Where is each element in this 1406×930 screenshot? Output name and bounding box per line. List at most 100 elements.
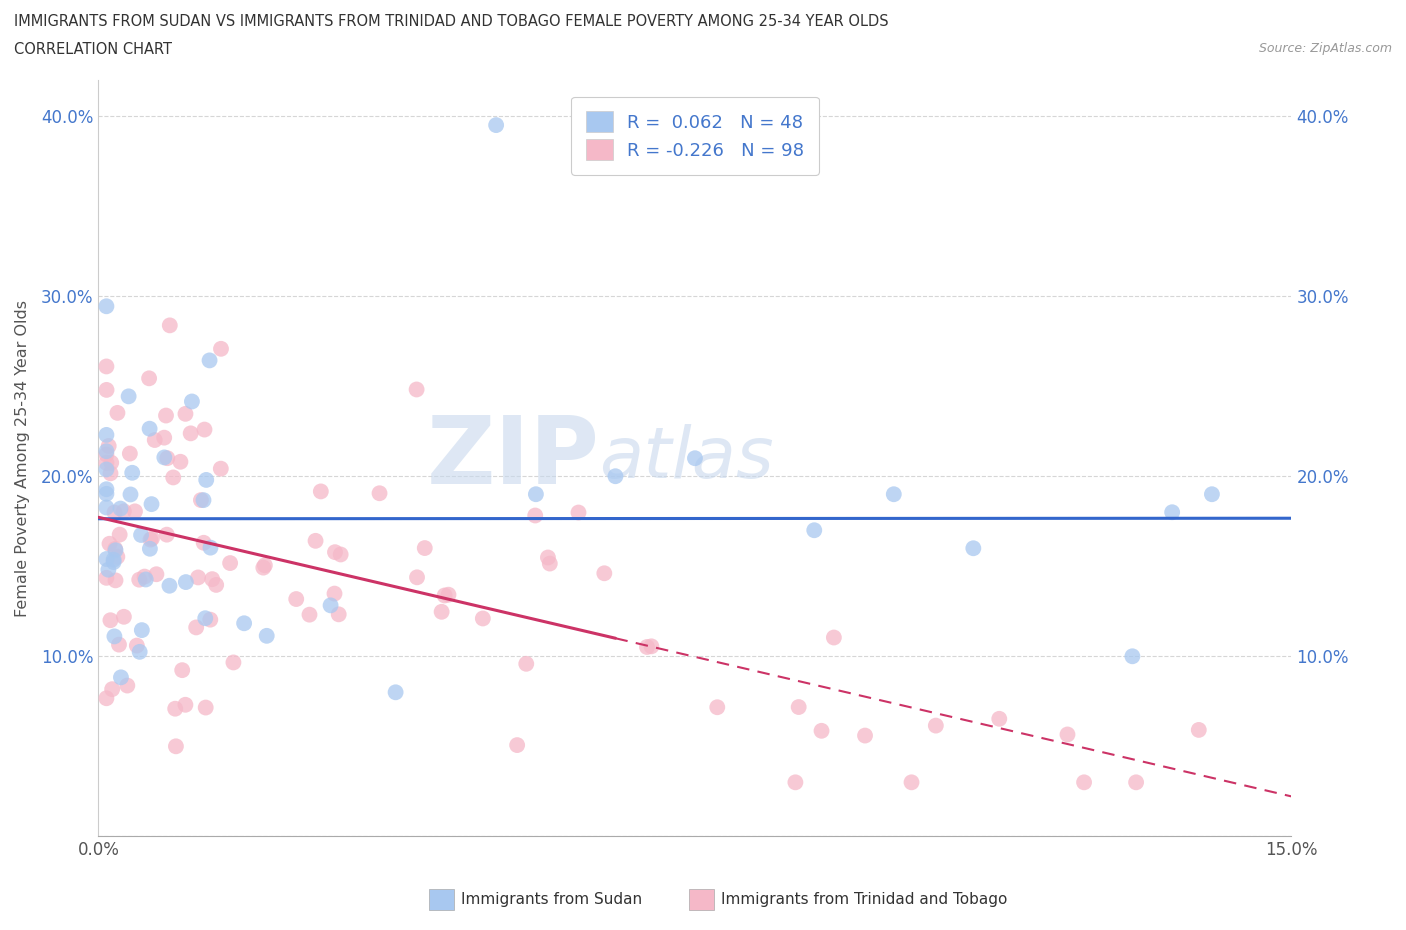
Point	[104, 543, 127, 558]
Point	[200, 612, 222, 627]
Point	[567, 505, 589, 520]
Point	[485, 118, 508, 133]
Point	[100, 466, 122, 481]
Point	[125, 638, 148, 653]
Point	[100, 613, 122, 628]
Point	[138, 421, 160, 436]
Point	[524, 486, 547, 501]
Point	[329, 547, 352, 562]
Point	[96, 428, 118, 443]
Point	[138, 371, 160, 386]
Point	[883, 486, 905, 501]
Point	[810, 724, 832, 738]
Point	[145, 566, 167, 581]
Point	[156, 527, 179, 542]
Point	[605, 469, 627, 484]
Point	[110, 670, 132, 684]
Point	[222, 655, 245, 670]
Point	[96, 299, 118, 313]
Point	[135, 572, 157, 587]
Point	[209, 341, 232, 356]
Point	[368, 485, 391, 500]
Point	[198, 353, 221, 368]
Point	[96, 570, 118, 585]
Point	[406, 570, 429, 585]
Point	[117, 678, 139, 693]
Point	[96, 500, 118, 515]
Point	[193, 422, 215, 437]
Point	[104, 573, 127, 588]
Legend: R =  0.062   N = 48, R = -0.226   N = 98: R = 0.062 N = 48, R = -0.226 N = 98	[571, 97, 818, 175]
Point	[187, 570, 209, 585]
Point	[180, 426, 202, 441]
Point	[433, 588, 456, 603]
Point	[537, 550, 560, 565]
Point	[107, 405, 129, 420]
Point	[165, 738, 187, 753]
Point	[96, 382, 118, 397]
Point	[108, 637, 131, 652]
Point	[437, 587, 460, 602]
Point	[121, 465, 143, 480]
Point	[823, 631, 845, 645]
Point	[174, 575, 197, 590]
Point	[153, 431, 176, 445]
Point	[538, 556, 561, 571]
Point	[131, 623, 153, 638]
Point	[193, 493, 215, 508]
Point	[103, 505, 125, 520]
Point	[141, 531, 163, 546]
Point	[803, 523, 825, 538]
Point	[853, 728, 876, 743]
Point	[1056, 727, 1078, 742]
Point	[524, 508, 547, 523]
Text: CORRELATION CHART: CORRELATION CHART	[14, 42, 172, 57]
Point	[471, 611, 494, 626]
Point	[124, 504, 146, 519]
Point	[174, 698, 197, 712]
Point	[1073, 775, 1095, 790]
Point	[128, 572, 150, 587]
Point	[156, 451, 179, 466]
Point	[128, 644, 150, 659]
Text: Immigrants from Sudan: Immigrants from Sudan	[461, 892, 643, 907]
Point	[159, 578, 181, 593]
Point	[706, 699, 728, 714]
Text: ZIP: ZIP	[426, 412, 599, 504]
Point	[100, 455, 122, 470]
Text: IMMIGRANTS FROM SUDAN VS IMMIGRANTS FROM TRINIDAD AND TOBAGO FEMALE POVERTY AMON: IMMIGRANTS FROM SUDAN VS IMMIGRANTS FROM…	[14, 14, 889, 29]
Point	[593, 565, 616, 580]
Point	[787, 699, 810, 714]
Point	[962, 541, 984, 556]
Point	[1188, 723, 1211, 737]
Point	[139, 541, 162, 556]
Point	[162, 470, 184, 485]
Point	[190, 493, 212, 508]
Point	[96, 482, 118, 497]
Point	[304, 534, 326, 549]
Point	[120, 487, 142, 502]
Point	[285, 591, 308, 606]
Point	[110, 501, 132, 516]
Point	[96, 691, 118, 706]
Point	[319, 598, 342, 613]
Point	[506, 737, 529, 752]
Point	[193, 536, 215, 551]
Point	[194, 700, 217, 715]
Text: Immigrants from Trinidad and Tobago: Immigrants from Trinidad and Tobago	[721, 892, 1008, 907]
Point	[209, 461, 232, 476]
Text: atlas: atlas	[599, 424, 775, 493]
Point	[118, 446, 141, 461]
Point	[174, 406, 197, 421]
Point	[640, 639, 662, 654]
Point	[96, 462, 118, 477]
Point	[117, 389, 139, 404]
Point	[785, 775, 807, 790]
Point	[96, 551, 118, 566]
Point	[96, 447, 118, 462]
Point	[201, 572, 224, 587]
Point	[97, 563, 120, 578]
Point	[194, 611, 217, 626]
Point	[323, 586, 346, 601]
Point	[323, 545, 346, 560]
